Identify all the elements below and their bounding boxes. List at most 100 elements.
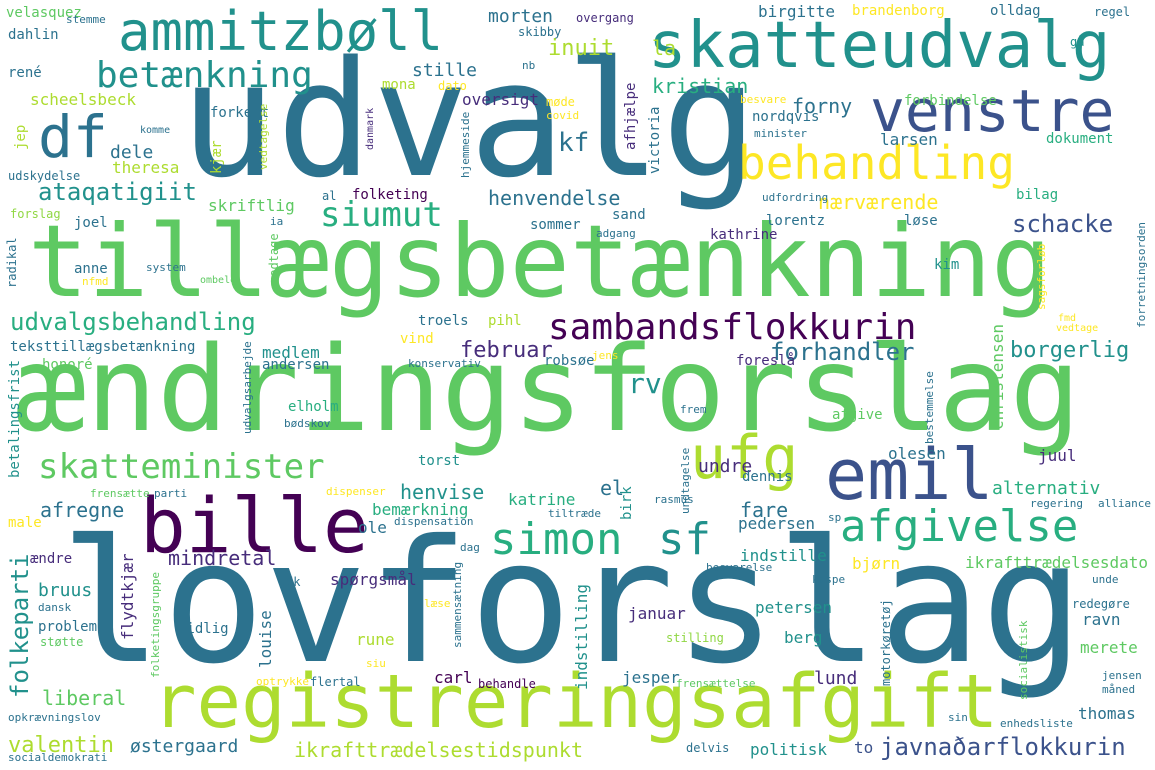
word-ufg: ufg [690, 423, 799, 493]
word-dispenser: dispenser [326, 485, 386, 498]
word-forhandler: forhandler [770, 338, 915, 366]
word-adgang: adgang [596, 227, 636, 240]
word-fmd: fmd [1058, 313, 1077, 324]
word-morten: morten [488, 6, 554, 27]
word-juul: juul [1038, 446, 1077, 465]
word-theresa: theresa [112, 158, 180, 177]
word-bille: bille [140, 481, 369, 570]
word-to: to [854, 738, 874, 757]
word-oversigt: oversigt [462, 90, 540, 109]
word-df: df [38, 103, 108, 171]
word-ikrafttraedelsesdato: ikrafttrædelsesdato [965, 553, 1149, 572]
word-ravn: ravn [1082, 610, 1121, 629]
word-henvendelse: henvendelse [488, 186, 621, 210]
word-system: system [146, 261, 186, 274]
word-vind: vind [400, 331, 434, 347]
word-indstilling: indstilling [572, 584, 591, 690]
word-jep: jep [13, 124, 29, 150]
word-danmark: danmark [365, 107, 376, 150]
word-indstille: indstille [740, 546, 827, 565]
word-undre: undre [698, 456, 753, 477]
word-javnadarflokkurin: javnaðarflokkurin [880, 733, 1126, 761]
word-skatteudvalg: skatteudvalg [648, 9, 1111, 83]
word-alternativ: alternativ [992, 478, 1101, 499]
word-robsoe: robsøe [544, 353, 595, 369]
word-medlem: medlem [262, 343, 320, 362]
word-frem: frem [680, 403, 707, 416]
word-besvare: besvare [740, 93, 787, 106]
word-afregne: afregne [40, 498, 125, 522]
word-joel: joel [74, 215, 108, 231]
word-dato: dato [438, 79, 467, 93]
word-sp: sp [828, 511, 842, 524]
word-borgerlig: borgerlig [1010, 338, 1130, 363]
word-sommer: sommer [530, 217, 581, 233]
word-rune: rune [356, 630, 395, 649]
word-dag: dag [460, 541, 480, 554]
word-politisk: politisk [750, 740, 828, 759]
word-rasmus: rasmus [654, 493, 694, 506]
word-nordqvis: nordqvis [752, 109, 820, 125]
word-redegoere: redegøre [1072, 597, 1130, 611]
word-flydtkjaer: flydtkjær [118, 553, 137, 640]
word-overgang: overgang [576, 11, 634, 25]
word-aendre: ændre [30, 551, 73, 567]
word-ole: ole [358, 518, 387, 537]
word-tillaegsbetaenkning: tillægsbetænkning [28, 203, 1052, 320]
word-stemme: stemme [66, 13, 106, 26]
word-pedersen: pedersen [738, 514, 816, 533]
word-sambandsflokkurin: sambandsflokkurin [548, 307, 917, 348]
word-scheelsbeck: scheelsbeck [30, 90, 136, 109]
word-olesen: olesen [888, 444, 946, 463]
word-boedskov: bødskov [284, 417, 331, 430]
word-sammensaetning: sammensætning [451, 561, 464, 648]
word-naervaerende: nærværende [818, 190, 939, 214]
word-al: al [322, 189, 337, 203]
word-udvalgsbehandling: udvalgsbehandling [10, 308, 256, 336]
word-radikal: radikal [5, 237, 19, 288]
word-konservativ: konservativ [408, 357, 481, 370]
word-stille: stille [412, 60, 478, 81]
word-covid: covid [546, 109, 580, 122]
word-flertal: flertal [310, 675, 361, 689]
word-kim: kim [934, 257, 960, 273]
word-forkert: forkert [210, 105, 270, 121]
word-dansk: dansk [38, 601, 72, 614]
word-louise: louise [256, 610, 275, 668]
word-parti: parti [154, 487, 188, 500]
word-kathrine: kathrine [710, 227, 778, 243]
word-ia: ia [270, 215, 284, 228]
word-kf: kf [558, 128, 590, 158]
word-udvalg: udvalg [180, 26, 758, 213]
word-jens: jens [592, 349, 619, 362]
word-ostergaard: østergaard [130, 736, 239, 757]
word-nfmd: nfmd [82, 275, 109, 288]
word-dennis: dennis [742, 469, 793, 485]
word-aendringsforslag: ændringsforslag [15, 320, 1081, 458]
word-tiltraede: tiltræde [548, 507, 601, 520]
word-regel: regel [1094, 5, 1131, 19]
word-folkeparti: folkeparti [6, 553, 34, 699]
word-kjaer: kjær [209, 140, 225, 174]
word-skriftlig: skriftlig [208, 196, 295, 215]
word-stilling: stilling [666, 631, 724, 645]
word-liberal: liberal [42, 686, 127, 710]
word-loese: løse [904, 213, 938, 229]
word-jensen: jensen [1102, 669, 1142, 682]
word-folketing: folketing [352, 187, 428, 203]
word-enhedsliste: enhedsliste [1000, 717, 1073, 730]
word-bjoern: bjørn [852, 554, 901, 573]
word-udfordring: udfordring [762, 191, 829, 204]
word-la: la [652, 36, 677, 60]
word-frensaettelse: frensættelse [676, 677, 756, 690]
word-pihl: pihl [488, 313, 522, 329]
word-katrine: katrine [508, 490, 576, 509]
word-teksttillaegsbetaenkning: teksttillægsbetænkning [10, 339, 196, 355]
word-afgive: afgive [832, 407, 883, 423]
word-jesper: jesper [622, 668, 680, 687]
word-komme: komme [140, 125, 171, 136]
word-andersen: andersen [262, 357, 330, 373]
word-modtage: modtage [267, 233, 281, 284]
word-problem: problem [38, 619, 98, 635]
